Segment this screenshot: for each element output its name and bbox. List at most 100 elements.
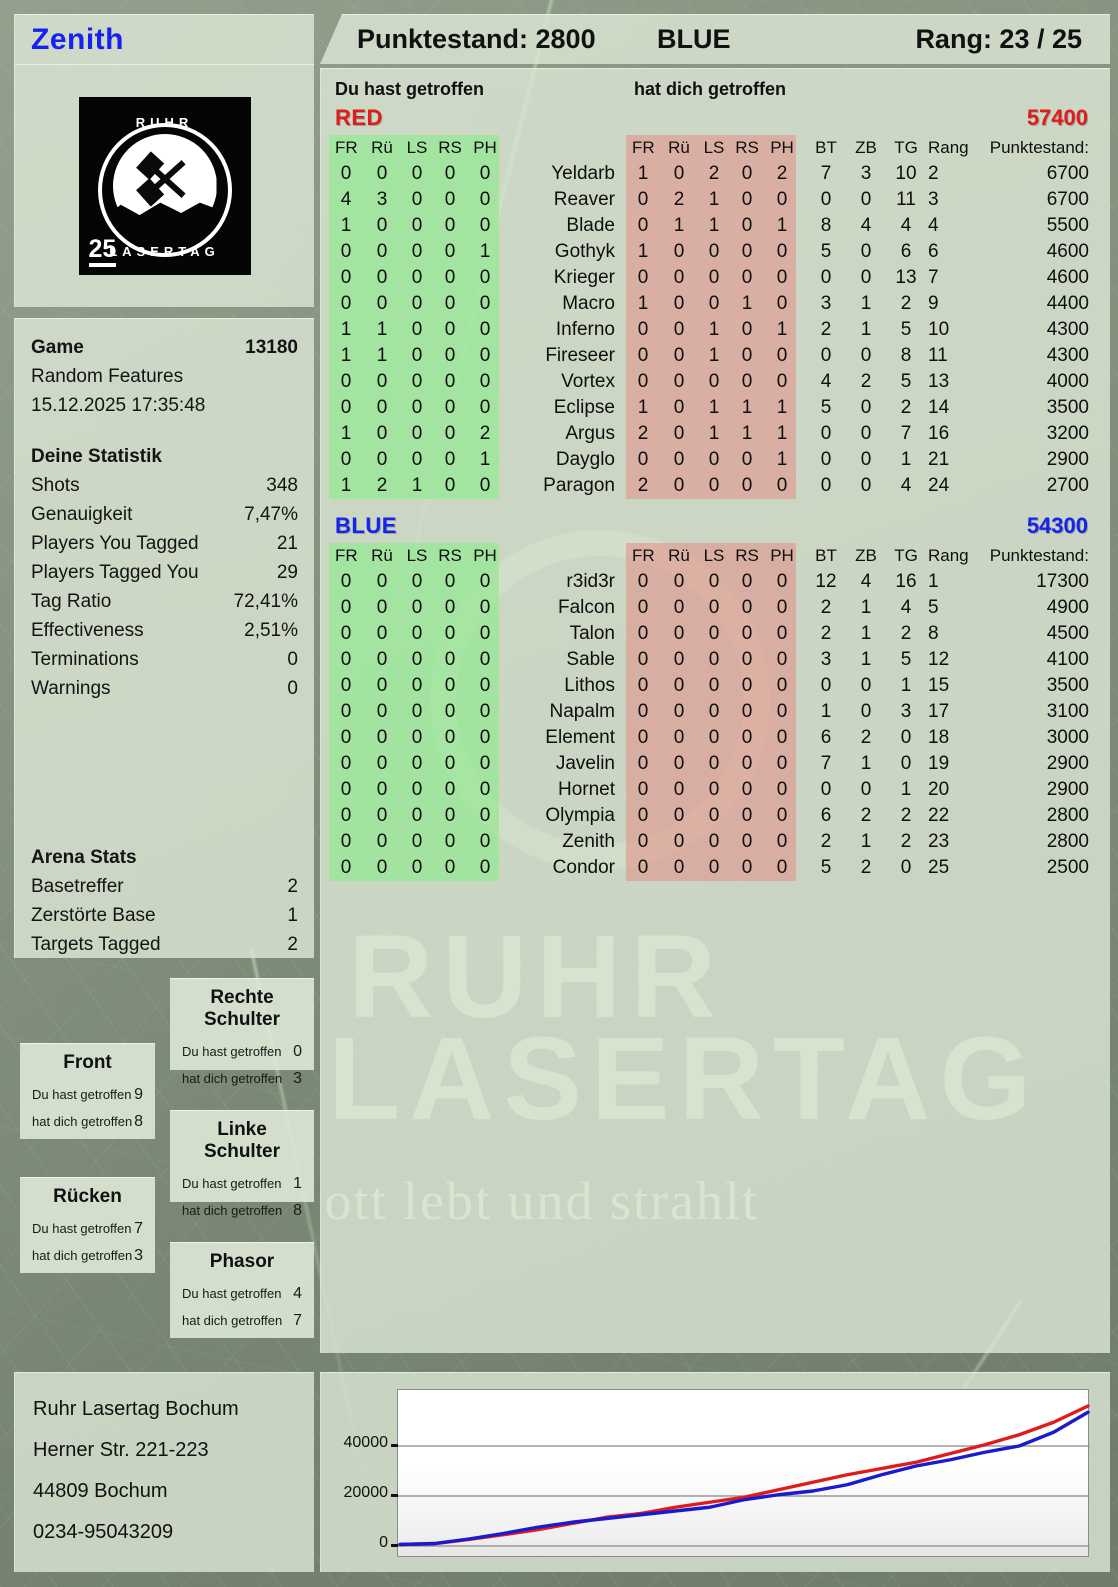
cell-them-PH: 0	[776, 623, 788, 644]
zone-box-left-shoulder: Linke Schulter Du hast getroffen 1 hat dich…	[170, 1110, 314, 1219]
cell-bt: 0	[820, 779, 832, 800]
col-header-you-LS: LS	[406, 546, 428, 565]
zone-title-back: Rücken	[53, 1186, 122, 1207]
table-row[interactable]: 0 0 0 0 0 Eclipse 1 0 1 1 1 5 0 2 14 3500	[321, 395, 1111, 421]
col-header-you-FR: FR	[335, 546, 358, 565]
cell-them-FR: 0	[637, 345, 649, 366]
cell-them-PH: 0	[776, 831, 788, 852]
cell-you-FR: 4	[340, 189, 352, 210]
table-row[interactable]: 1 2 1 0 0 Paragon 2 0 0 0 0 0 0 4 24 2700	[321, 473, 1111, 499]
col-header-ZB: ZB	[855, 138, 877, 157]
cell-you-LS: 0	[411, 423, 423, 444]
game-mode: Random Features	[31, 366, 184, 387]
cell-them-RS: 0	[741, 449, 753, 470]
zone-box-right-shoulder: Rechte Schulter Du hast getroffen 0 hat dic…	[170, 978, 314, 1087]
cell-rang: 10	[928, 319, 950, 340]
cell-you-Rü: 0	[376, 241, 388, 262]
zone-hit-value: 1	[293, 1175, 302, 1192]
arena-stat-label: Targets Tagged	[31, 934, 161, 955]
cell-them-FR: 0	[637, 649, 649, 670]
logo-panel: RUHR LASERTAG 25	[14, 64, 314, 307]
cell-them-FR: 0	[637, 753, 649, 774]
cell-them-RS: 0	[741, 623, 753, 644]
cell-them-LS: 0	[708, 857, 720, 878]
address-phone: 0234-95043209	[33, 1521, 174, 1543]
cell-you-LS: 0	[411, 675, 423, 696]
cell-tg: 1	[900, 449, 912, 470]
table-row[interactable]: 0 0 0 0 0 Condor 0 0 0 0 0 5 2 0 25 2500	[321, 855, 1111, 881]
table-row[interactable]: 0 0 0 0 0 Hornet 0 0 0 0 0 0 0 1 20 2900	[321, 777, 1111, 803]
table-row[interactable]: 0 0 0 0 0 Element 0 0 0 0 0 6 2 0 18 3000	[321, 725, 1111, 751]
cell-rang: 14	[928, 397, 950, 418]
table-row[interactable]: 0 0 0 0 1 Gothyk 1 0 0 0 0 5 0 6 6 4600	[321, 239, 1111, 265]
cell-them-FR: 2	[637, 423, 649, 444]
table-row[interactable]: 1 0 0 0 2 Argus 2 0 1 1 1 0 0 7 16 3200	[321, 421, 1111, 447]
cell-them-PH: 1	[776, 319, 788, 340]
cell-rang: 20	[928, 779, 950, 800]
cell-you-PH: 0	[479, 649, 491, 670]
cell-you-Rü: 0	[376, 675, 388, 696]
table-row[interactable]: 0 0 0 0 0 Krieger 0 0 0 0 0 0 0 13 7 4600	[321, 265, 1111, 291]
table-row[interactable]: 0 0 0 0 0 Talon 0 0 0 0 0 2 1 2 8 4500	[321, 621, 1111, 647]
zone-got-hit-value: 8	[293, 1202, 302, 1219]
cell-them-FR: 0	[637, 727, 649, 748]
table-row[interactable]: 0 0 0 0 0 Napalm 0 0 0 0 0 1 0 3 17 3100	[321, 699, 1111, 725]
col-header-Rang: Rang	[928, 138, 969, 157]
table-row[interactable]: 4 3 0 0 0 Reaver 0 2 1 0 0 0 0 11 3 6700	[321, 187, 1111, 213]
chart-ytick-label: 0	[379, 1534, 388, 1551]
table-row[interactable]: 1 1 0 0 0 Inferno 0 0 1 0 1 2 1 5 10 4300	[321, 317, 1111, 343]
cell-you-FR: 0	[340, 571, 352, 592]
cell-you-FR: 0	[340, 779, 352, 800]
col-header-them-RS: RS	[735, 546, 759, 565]
cell-bt: 0	[820, 345, 832, 366]
cell-zb: 4	[860, 571, 872, 592]
table-row[interactable]: 0 0 0 0 0 r3id3r 0 0 0 0 0 12 4 16 1 17300	[321, 569, 1111, 595]
column-header-row-blue: FR Rü LS RS PH FR Rü LS RS PH BT ZB TG Rang Punktestan…	[321, 543, 1111, 569]
table-row[interactable]: 1 0 0 0 0 Blade 0 1 1 0 1 8 4 4 4 5500	[321, 213, 1111, 239]
cell-score: 2500	[1046, 857, 1089, 878]
table-row[interactable]: 0 0 0 0 0 Sable 0 0 0 0 0 3 1 5 12 4100	[321, 647, 1111, 673]
player-stat-value: 72,41%	[233, 591, 298, 612]
cell-them-LS: 0	[708, 831, 720, 852]
table-row[interactable]: 0 0 0 0 0 Falcon 0 0 0 0 0 2 1 4 5 4900	[321, 595, 1111, 621]
cell-you-Rü: 0	[376, 571, 388, 592]
cell-score: 6700	[1046, 163, 1089, 184]
logo-top-text: RUHR	[135, 115, 194, 130]
cell-them-PH: 0	[776, 701, 788, 722]
cell-them-PH: 0	[776, 475, 788, 496]
cell-score: 4300	[1046, 345, 1089, 366]
table-row[interactable]: 0 0 0 0 0 Zenith 0 0 0 0 0 2 1 2 23 2800	[321, 829, 1111, 855]
table-row[interactable]: 0 0 0 0 0 Javelin 0 0 0 0 0 7 1 0 19 2900	[321, 751, 1111, 777]
cell-them-FR: 0	[637, 449, 649, 470]
cell-you-LS: 0	[411, 189, 423, 210]
cell-player-name: Eclipse	[553, 397, 615, 418]
cell-player-name: Reaver	[553, 189, 615, 210]
cell-them-Rü: 0	[673, 267, 685, 288]
cell-you-PH: 0	[479, 675, 491, 696]
col-header-them-PH: PH	[770, 138, 794, 157]
table-row[interactable]: 0 0 0 0 1 Dayglo 0 0 0 0 1 0 0 1 21 2900	[321, 447, 1111, 473]
cell-you-FR: 0	[340, 805, 352, 826]
table-row[interactable]: 0 0 0 0 0 Olympia 0 0 0 0 0 6 2 2 22 2800	[321, 803, 1111, 829]
cell-you-Rü: 0	[376, 371, 388, 392]
table-row[interactable]: 0 0 0 0 0 Vortex 0 0 0 0 0 4 2 5 13 4000	[321, 369, 1111, 395]
player-stat-value: 7,47%	[244, 504, 298, 525]
table-row[interactable]: 0 0 0 0 0 Lithos 0 0 0 0 0 0 0 1 15 3500	[321, 673, 1111, 699]
cell-them-LS: 1	[708, 319, 720, 340]
logo-bottom-text: LASERTAG	[109, 244, 220, 259]
cell-you-LS: 0	[411, 805, 423, 826]
cell-you-FR: 0	[340, 649, 352, 670]
hit-you-header: hat dich getroffen	[634, 79, 786, 99]
col-header-them-LS: LS	[703, 138, 725, 157]
zone-hit-label: Du hast getroffen	[182, 1286, 282, 1301]
table-row[interactable]: 0 0 0 0 0 Yeldarb 1 0 2 0 2 7 3 10 2 6700	[321, 161, 1111, 187]
arena-stat-row: Targets Tagged 2	[31, 930, 298, 959]
table-row[interactable]: 0 0 0 0 0 Macro 1 0 0 1 0 3 1 2 9 4400	[321, 291, 1111, 317]
table-row[interactable]: 1 1 0 0 0 Fireseer 0 0 1 0 0 0 0 8 11 4300	[321, 343, 1111, 369]
cell-them-LS: 0	[708, 293, 720, 314]
cell-them-LS: 1	[708, 189, 720, 210]
cell-you-Rü: 0	[376, 215, 388, 236]
player-stat-label: Players You Tagged	[31, 533, 199, 554]
cell-zb: 1	[860, 623, 872, 644]
cell-zb: 1	[860, 649, 872, 670]
